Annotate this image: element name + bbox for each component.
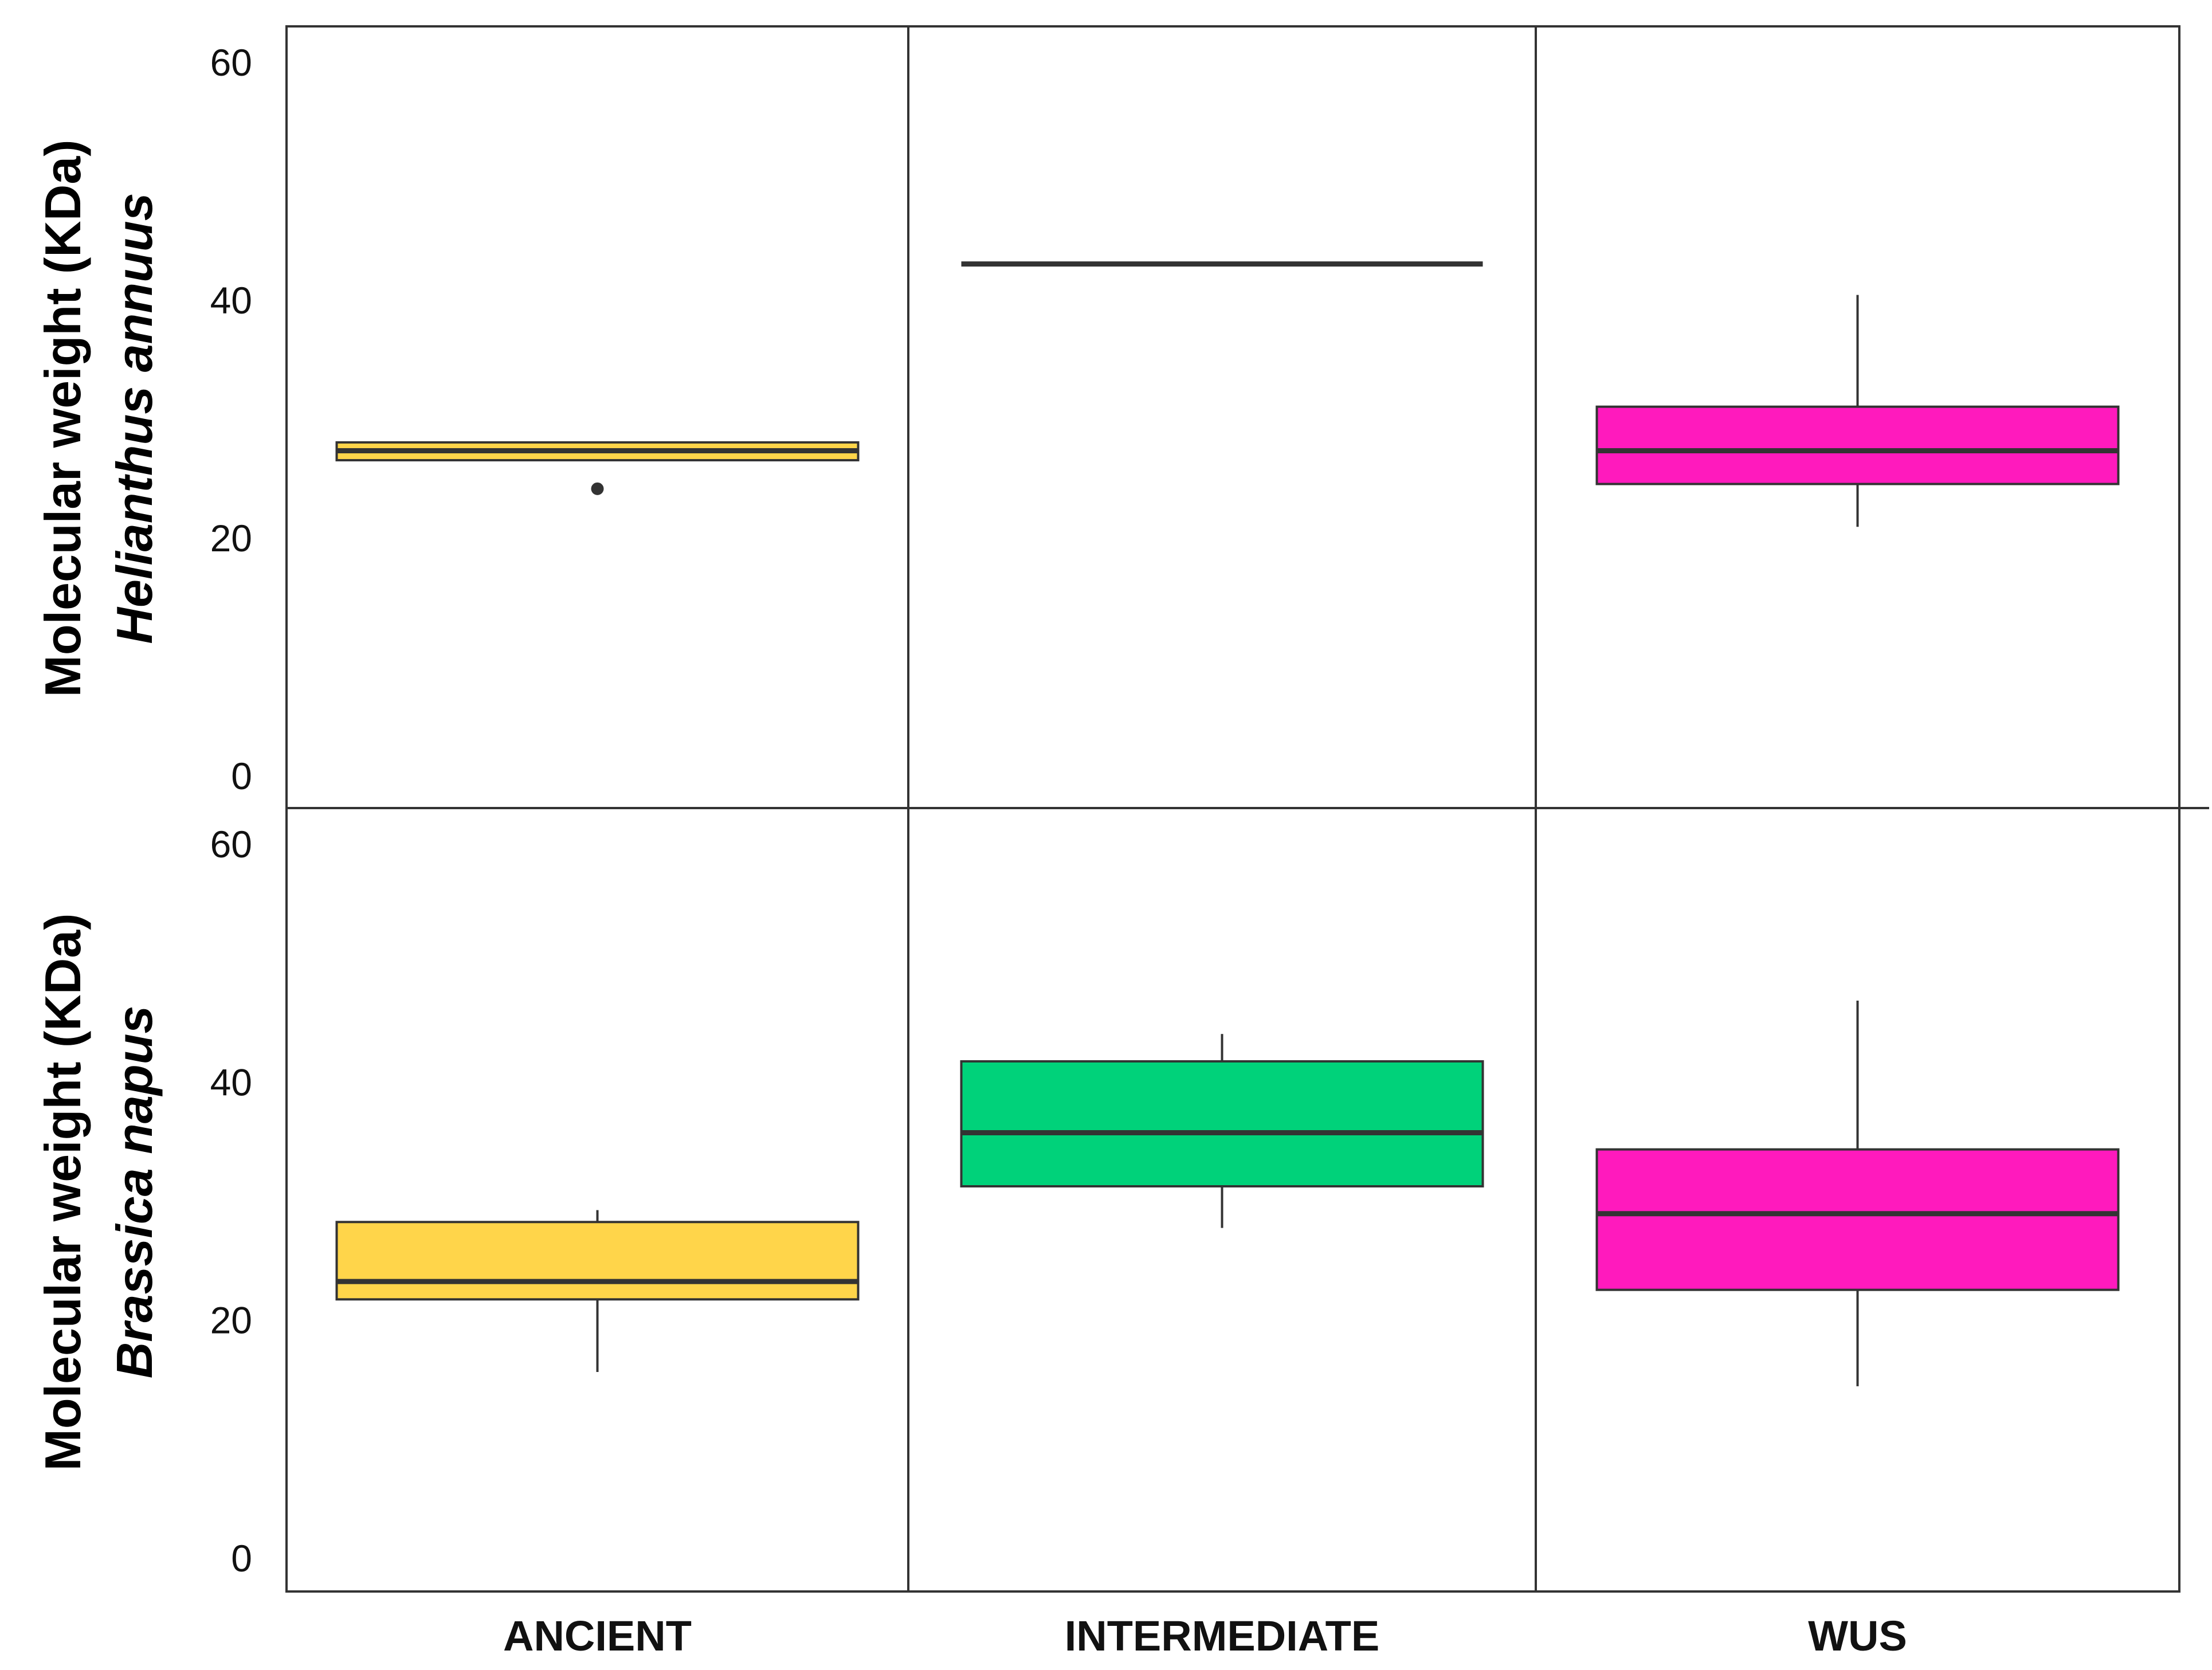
y-tick-label-panel1-60: 60 xyxy=(210,41,252,84)
box-wus-panel1 xyxy=(1595,405,2120,485)
y-tick-label-panel2-40: 40 xyxy=(210,1061,252,1103)
x-tick-label-wus: WUS xyxy=(1808,1612,1907,1660)
outlier-ancient-panel1-1 xyxy=(591,482,604,495)
y-tick-label-panel1-40: 40 xyxy=(210,279,252,322)
species-label-panel2: Brassica napus xyxy=(106,1006,163,1379)
x-tick-label-intermediate: INTERMEDIATE xyxy=(1065,1612,1380,1660)
y-tick-label-panel2-0: 0 xyxy=(231,1537,252,1579)
y-axis-label-panel1: Molecular weight (KDa) xyxy=(34,140,91,697)
box-ancient-panel2 xyxy=(335,1221,860,1301)
box-wus-panel2 xyxy=(1595,1148,2120,1291)
y-tick-label-panel2-20: 20 xyxy=(210,1299,252,1342)
box-intermediate-panel2 xyxy=(960,1060,1484,1188)
y-axis-label-panel2: Molecular weight (KDa) xyxy=(34,914,91,1471)
x-tick-label-ancient: ANCIENT xyxy=(503,1612,692,1660)
y-tick-label-panel2-60: 60 xyxy=(210,823,252,865)
species-label-panel1: Helianthus annuus xyxy=(106,193,163,644)
y-tick-label-panel1-20: 20 xyxy=(210,517,252,559)
y-tick-label-panel1-0: 0 xyxy=(231,755,252,797)
